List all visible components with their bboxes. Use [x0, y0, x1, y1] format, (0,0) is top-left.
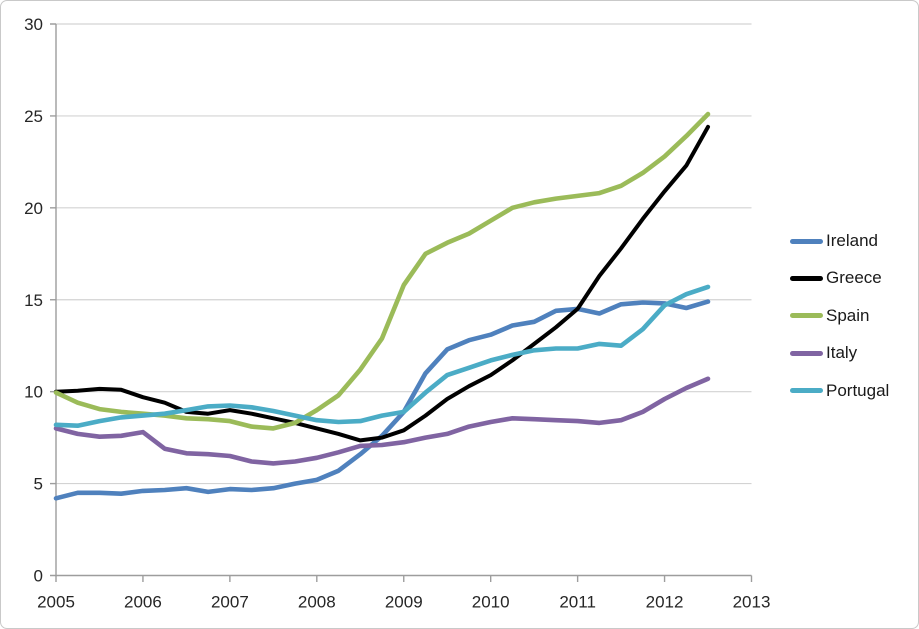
x-axis-label-2012: 2012	[646, 593, 684, 612]
legend-line-swatch-spain	[790, 313, 823, 319]
legend-line-swatch-portugal	[790, 388, 823, 394]
legend-label-spain: Spain	[826, 305, 870, 325]
x-axis-label-2006: 2006	[124, 593, 162, 612]
legend-label-italy: Italy	[826, 343, 858, 363]
legend-line-swatch-italy	[790, 350, 823, 356]
y-axis-label-0: 0	[34, 567, 43, 586]
series-line-greece	[54, 124, 710, 443]
legend-label-portugal: Portugal	[826, 380, 890, 400]
legend-label-greece: Greece	[826, 268, 882, 288]
y-axis-label-30: 30	[24, 15, 43, 34]
y-axis-label-5: 5	[34, 475, 43, 494]
legend-item-portugal: Portugal	[790, 379, 889, 403]
x-axis-label-2007: 2007	[211, 593, 249, 612]
x-axis-label-2005: 2005	[37, 593, 75, 612]
x-axis-label-2013: 2013	[733, 593, 771, 612]
x-axis-label-2009: 2009	[385, 593, 423, 612]
legend-item-spain: Spain	[790, 304, 869, 328]
x-axis-label-2008: 2008	[298, 593, 336, 612]
x-axis-label-2011: 2011	[559, 593, 596, 612]
series-line-portugal	[53, 284, 711, 429]
series-line-spain	[53, 111, 711, 431]
series-line-italy	[53, 376, 711, 466]
y-axis-label-15: 15	[24, 291, 43, 310]
legend-item-italy: Italy	[790, 341, 857, 365]
legend-item-ireland: Ireland	[790, 229, 878, 253]
y-axis-label-25: 25	[24, 107, 43, 126]
y-axis-label-10: 10	[24, 383, 43, 402]
y-axis-label-20: 20	[24, 199, 43, 218]
x-axis-label-2010: 2010	[472, 593, 510, 612]
legend-label-ireland: Ireland	[826, 231, 878, 250]
legend-item-greece: Greece	[790, 266, 882, 290]
legend-line-swatch-ireland	[790, 238, 823, 244]
legend-line-swatch-greece	[790, 275, 823, 281]
